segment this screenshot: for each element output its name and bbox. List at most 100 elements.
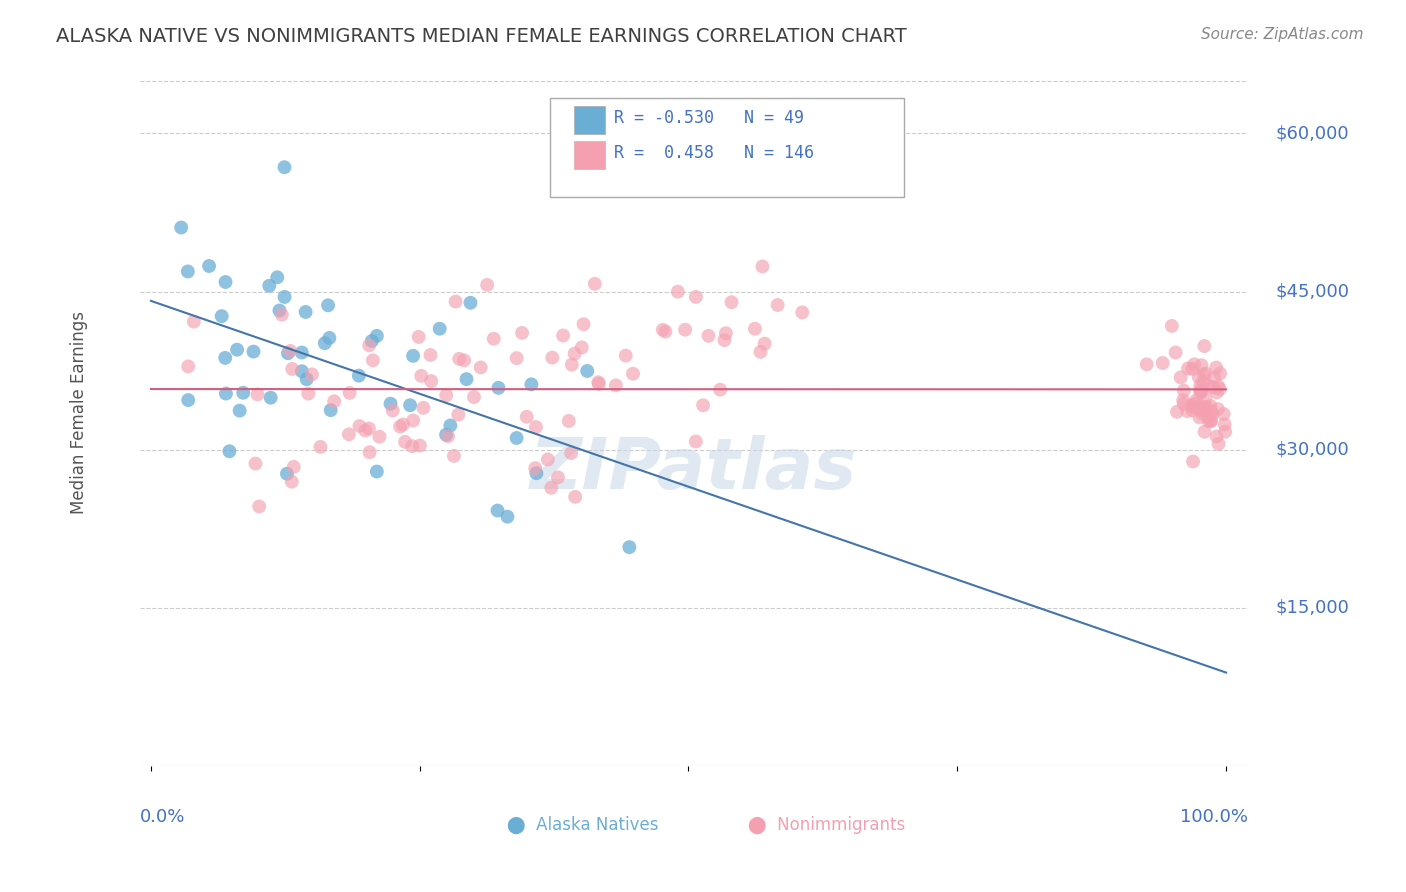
Point xyxy=(1191,403,1213,417)
Point xyxy=(475,277,498,292)
Point xyxy=(754,336,776,351)
Point xyxy=(751,260,773,274)
Point xyxy=(1189,383,1212,397)
Point xyxy=(266,270,288,285)
Point xyxy=(619,540,641,554)
Point xyxy=(394,434,416,449)
Point xyxy=(359,338,381,352)
Point xyxy=(564,346,586,360)
Point xyxy=(314,336,336,351)
Point xyxy=(295,372,318,386)
Point xyxy=(337,427,360,442)
Point xyxy=(389,419,412,434)
Point xyxy=(349,419,371,434)
Point xyxy=(214,351,236,365)
Point xyxy=(505,351,527,365)
Point xyxy=(211,309,233,323)
Point xyxy=(583,277,606,291)
Point xyxy=(273,290,295,304)
Point xyxy=(1175,404,1198,418)
Point xyxy=(1160,318,1182,333)
Text: $30,000: $30,000 xyxy=(1275,441,1348,458)
Point xyxy=(1194,425,1216,439)
Point xyxy=(434,388,457,402)
Point xyxy=(792,305,814,319)
Point xyxy=(437,429,460,443)
Point xyxy=(1182,454,1205,468)
Point xyxy=(434,427,457,442)
Point xyxy=(692,398,714,412)
Point xyxy=(1188,410,1211,425)
Point xyxy=(463,390,485,404)
Point xyxy=(1199,404,1222,418)
Point xyxy=(588,376,610,390)
Point xyxy=(456,372,478,386)
Point xyxy=(576,364,599,378)
Point xyxy=(560,446,582,460)
Point xyxy=(496,509,519,524)
Point xyxy=(309,440,332,454)
Point xyxy=(524,461,547,475)
FancyBboxPatch shape xyxy=(574,141,605,169)
Point xyxy=(1205,429,1227,443)
Point xyxy=(1209,367,1232,381)
Point xyxy=(361,353,384,368)
Text: R = -0.530   N = 49: R = -0.530 N = 49 xyxy=(614,109,804,127)
Point xyxy=(357,421,380,435)
Point xyxy=(339,385,361,400)
Point xyxy=(1213,425,1236,439)
Text: 100.0%: 100.0% xyxy=(1180,808,1247,827)
Point xyxy=(1199,414,1222,428)
Point xyxy=(411,368,433,383)
Point xyxy=(444,294,467,309)
Point xyxy=(402,413,425,427)
Text: Median Female Earnings: Median Female Earnings xyxy=(70,311,89,515)
Point xyxy=(537,452,560,467)
Point xyxy=(666,285,689,299)
Point xyxy=(482,332,505,346)
Point xyxy=(1173,384,1195,398)
Point xyxy=(399,398,422,412)
Point xyxy=(1204,370,1226,384)
Point xyxy=(1188,401,1211,416)
Point xyxy=(215,386,238,401)
Point xyxy=(1191,400,1213,414)
Point xyxy=(488,381,510,395)
Point xyxy=(614,349,637,363)
Point xyxy=(685,434,707,449)
Point xyxy=(232,385,254,400)
Point xyxy=(412,401,434,415)
Point xyxy=(749,344,772,359)
Point xyxy=(720,295,742,310)
Point xyxy=(1191,358,1213,372)
Point xyxy=(1195,400,1218,414)
Point xyxy=(1189,384,1212,399)
Point xyxy=(402,349,425,363)
Point xyxy=(245,457,267,471)
Point xyxy=(359,445,381,459)
Point xyxy=(1152,356,1174,370)
Point xyxy=(439,418,461,433)
Point xyxy=(347,368,370,383)
Point xyxy=(1170,370,1192,384)
Text: 0.0%: 0.0% xyxy=(141,808,186,827)
Point xyxy=(401,439,423,453)
Point xyxy=(520,377,543,392)
Point xyxy=(409,439,432,453)
Point xyxy=(1206,402,1229,417)
Point xyxy=(380,397,402,411)
Point xyxy=(247,500,270,514)
Point xyxy=(226,343,249,357)
Point xyxy=(1205,385,1227,400)
FancyBboxPatch shape xyxy=(550,98,904,197)
Point xyxy=(366,329,388,343)
Point xyxy=(1191,407,1213,421)
Point xyxy=(276,467,298,481)
Point xyxy=(524,420,547,434)
Text: ⬤  Alaska Natives: ⬤ Alaska Natives xyxy=(508,815,659,834)
Point xyxy=(1188,370,1211,384)
Point xyxy=(486,503,509,517)
Point xyxy=(366,465,388,479)
Point xyxy=(301,368,323,382)
Point xyxy=(1199,414,1222,428)
